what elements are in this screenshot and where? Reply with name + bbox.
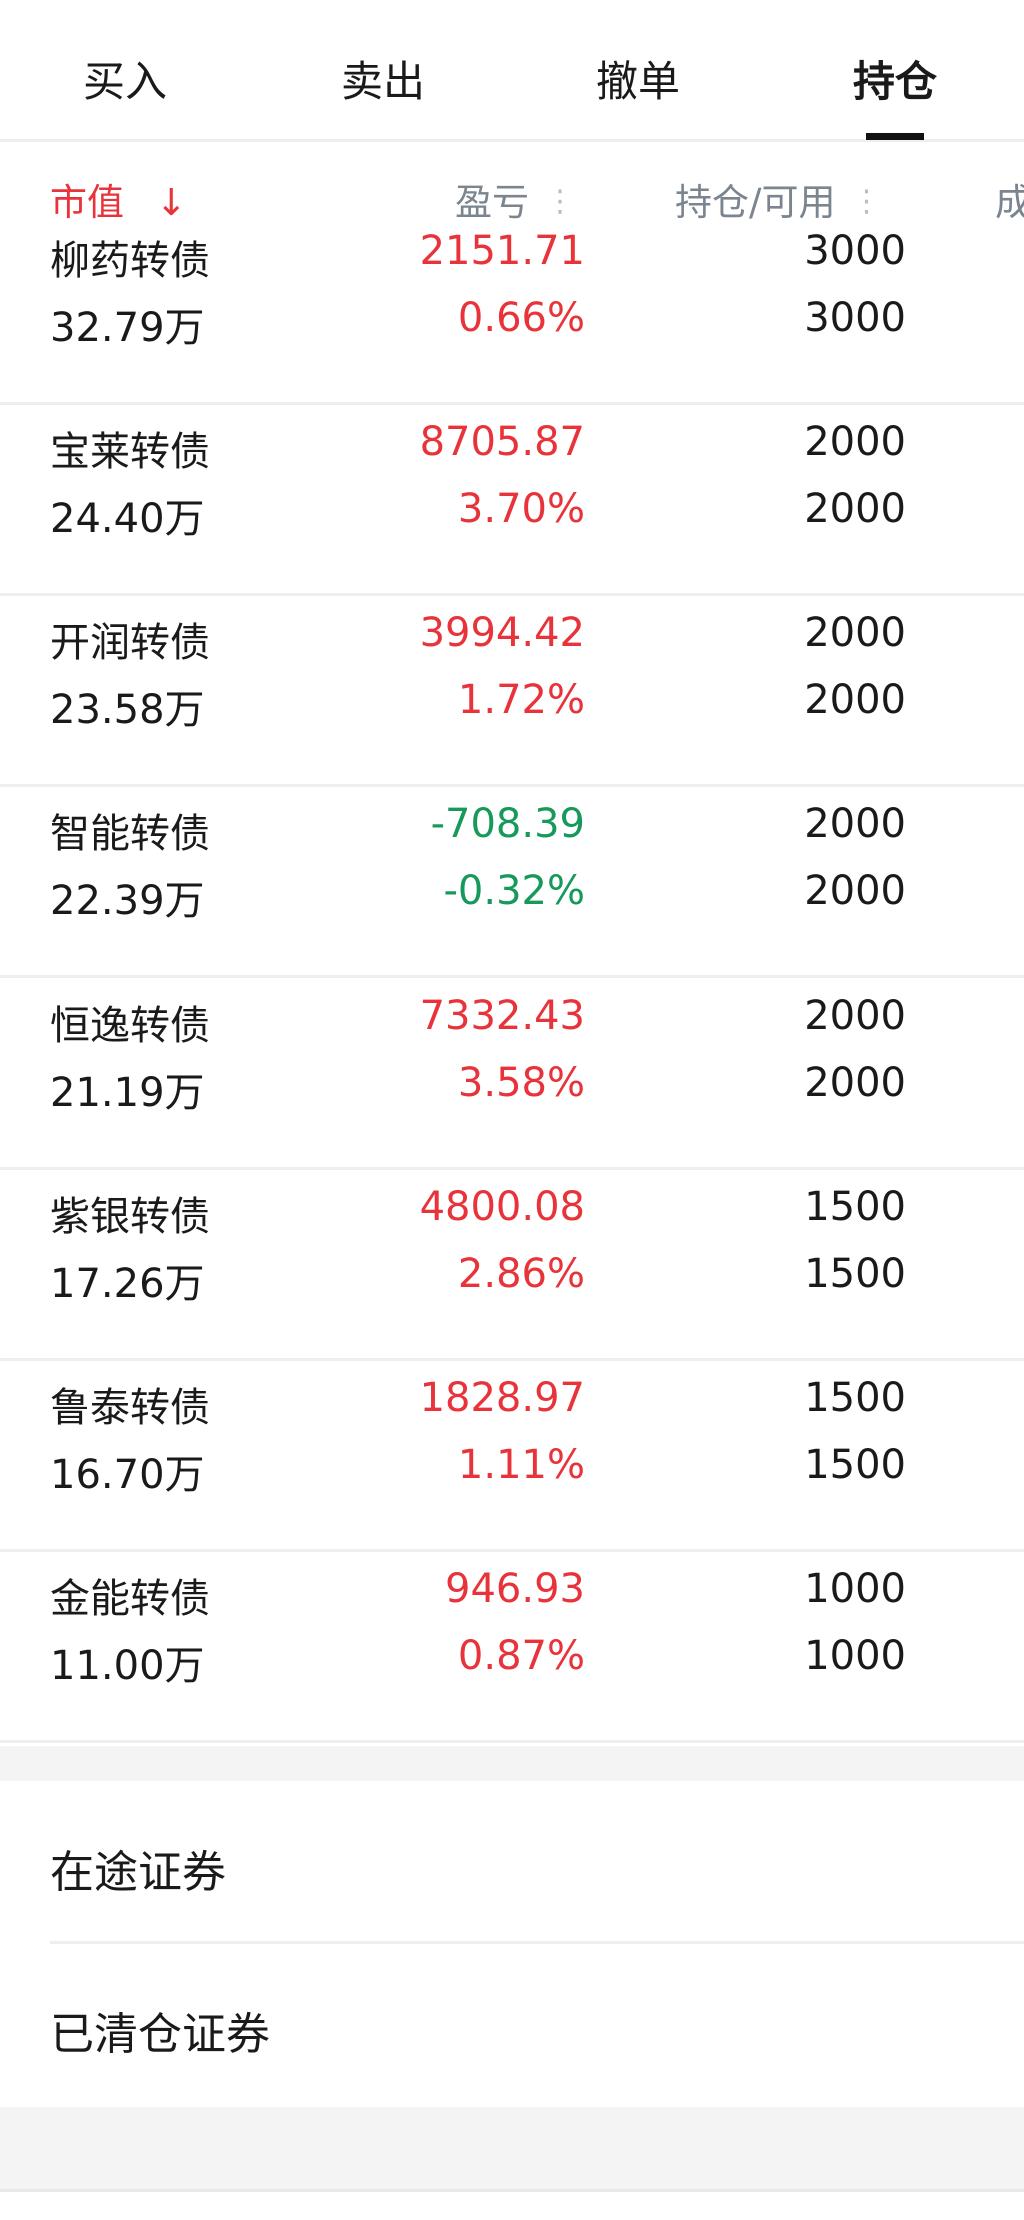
pnl-amount: 8705.87 (419, 419, 585, 465)
holding-quantity: 2000 (804, 610, 906, 656)
pnl-header-label: 盈亏 (455, 181, 529, 224)
bottom-gap (0, 2107, 1024, 2192)
available-quantity: 2000 (804, 677, 906, 723)
table-row[interactable]: 金能转债 11.00万 946.93 0.87% 1000 1000 (0, 1552, 1024, 1743)
market-value: 17.26万 (50, 1261, 205, 1307)
pnl-amount: 3994.42 (419, 610, 585, 656)
available-quantity: 1000 (804, 1633, 906, 1679)
stock-name: 恒逸转债 (50, 1003, 210, 1049)
pnl-percent: 2.86% (457, 1251, 585, 1297)
cost-header[interactable]: 成 (995, 181, 1024, 224)
pnl-amount: 2151.71 (419, 228, 585, 274)
table-row[interactable]: 宝莱转债 24.40万 8705.87 3.70% 2000 2000 (0, 405, 1024, 596)
holding-quantity: 1500 (804, 1375, 906, 1421)
vertical-dots-icon: ⋮ (545, 184, 575, 219)
pnl-percent: 0.87% (457, 1633, 585, 1679)
pnl-percent: 0.66% (457, 295, 585, 341)
market-value: 11.00万 (50, 1643, 205, 1689)
divider (50, 1941, 1024, 1944)
market-value: 22.39万 (50, 878, 205, 924)
holding-quantity: 3000 (804, 228, 906, 274)
holding-quantity: 2000 (804, 801, 906, 847)
tab-cancel-order[interactable]: 撤单 (595, 57, 680, 106)
pnl-percent: 1.11% (457, 1442, 585, 1488)
tab-buy[interactable]: 买入 (82, 57, 167, 106)
holding-quantity: 1000 (804, 1566, 906, 1612)
stock-name: 鲁泰转债 (50, 1385, 210, 1431)
position-header-label: 持仓/可用 (675, 181, 836, 224)
stock-name: 宝莱转债 (50, 429, 210, 475)
table-row[interactable]: 智能转债 22.39万 -708.39 -0.32% 2000 2000 (0, 787, 1024, 978)
pnl-amount: 4800.08 (419, 1184, 585, 1230)
stock-name: 柳药转债 (50, 238, 210, 284)
stock-name: 金能转债 (50, 1576, 210, 1622)
stock-name: 开润转债 (50, 620, 210, 666)
market-value-header: 市值 (50, 181, 124, 224)
pnl-percent: 3.58% (457, 1060, 585, 1106)
section-gap (0, 1746, 1024, 1781)
market-value: 16.70万 (50, 1452, 205, 1498)
market-value: 24.40万 (50, 496, 205, 542)
available-quantity: 1500 (804, 1442, 906, 1488)
table-row[interactable]: 开润转债 23.58万 3994.42 1.72% 2000 2000 (0, 596, 1024, 787)
table-row[interactable]: 恒逸转债 21.19万 7332.43 3.58% 2000 2000 (0, 979, 1024, 1170)
trade-tabs: 买入 卖出 撤单 持仓 (0, 0, 1024, 142)
market-value: 23.58万 (50, 687, 205, 733)
available-quantity: 2000 (804, 486, 906, 532)
holding-quantity: 2000 (804, 993, 906, 1039)
holding-quantity: 1500 (804, 1184, 906, 1230)
table-row[interactable]: 柳药转债 32.79万 2151.71 0.66% 3000 3000 (0, 214, 1024, 405)
in-transit-securities-link[interactable]: 在途证券 (50, 1847, 226, 1898)
available-quantity: 2000 (804, 1060, 906, 1106)
tab-sell[interactable]: 卖出 (340, 57, 425, 106)
pnl-amount: 1828.97 (419, 1375, 585, 1421)
pnl-amount: 7332.43 (419, 993, 585, 1039)
available-quantity: 2000 (804, 868, 906, 914)
vertical-dots-icon: ⋮ (851, 184, 882, 219)
table-row[interactable]: 紫银转债 17.26万 4800.08 2.86% 1500 1500 (0, 1170, 1024, 1361)
sort-market-value[interactable]: 市值 ↓ (50, 172, 187, 226)
stock-name: 紫银转债 (50, 1194, 210, 1240)
position-header[interactable]: 持仓/可用 ⋮ (675, 172, 881, 226)
holding-quantity: 2000 (804, 419, 906, 465)
stock-name: 智能转债 (50, 811, 210, 857)
active-tab-indicator (866, 133, 924, 140)
tab-holdings[interactable]: 持仓 (852, 57, 937, 106)
arrow-down-icon: ↓ (155, 181, 187, 224)
pnl-amount: 946.93 (445, 1566, 585, 1612)
pnl-amount: -708.39 (430, 801, 585, 847)
table-row[interactable]: 鲁泰转债 16.70万 1828.97 1.11% 1500 1500 (0, 1361, 1024, 1552)
pnl-percent: 1.72% (457, 677, 585, 723)
pnl-percent: 3.70% (457, 486, 585, 532)
pnl-percent: -0.32% (443, 868, 585, 914)
cleared-securities-link[interactable]: 已清仓证券 (50, 2009, 270, 2060)
pnl-header[interactable]: 盈亏 ⋮ (455, 172, 575, 226)
available-quantity: 1500 (804, 1251, 906, 1297)
market-value: 32.79万 (50, 305, 205, 351)
available-quantity: 3000 (804, 295, 906, 341)
market-value: 21.19万 (50, 1070, 205, 1116)
